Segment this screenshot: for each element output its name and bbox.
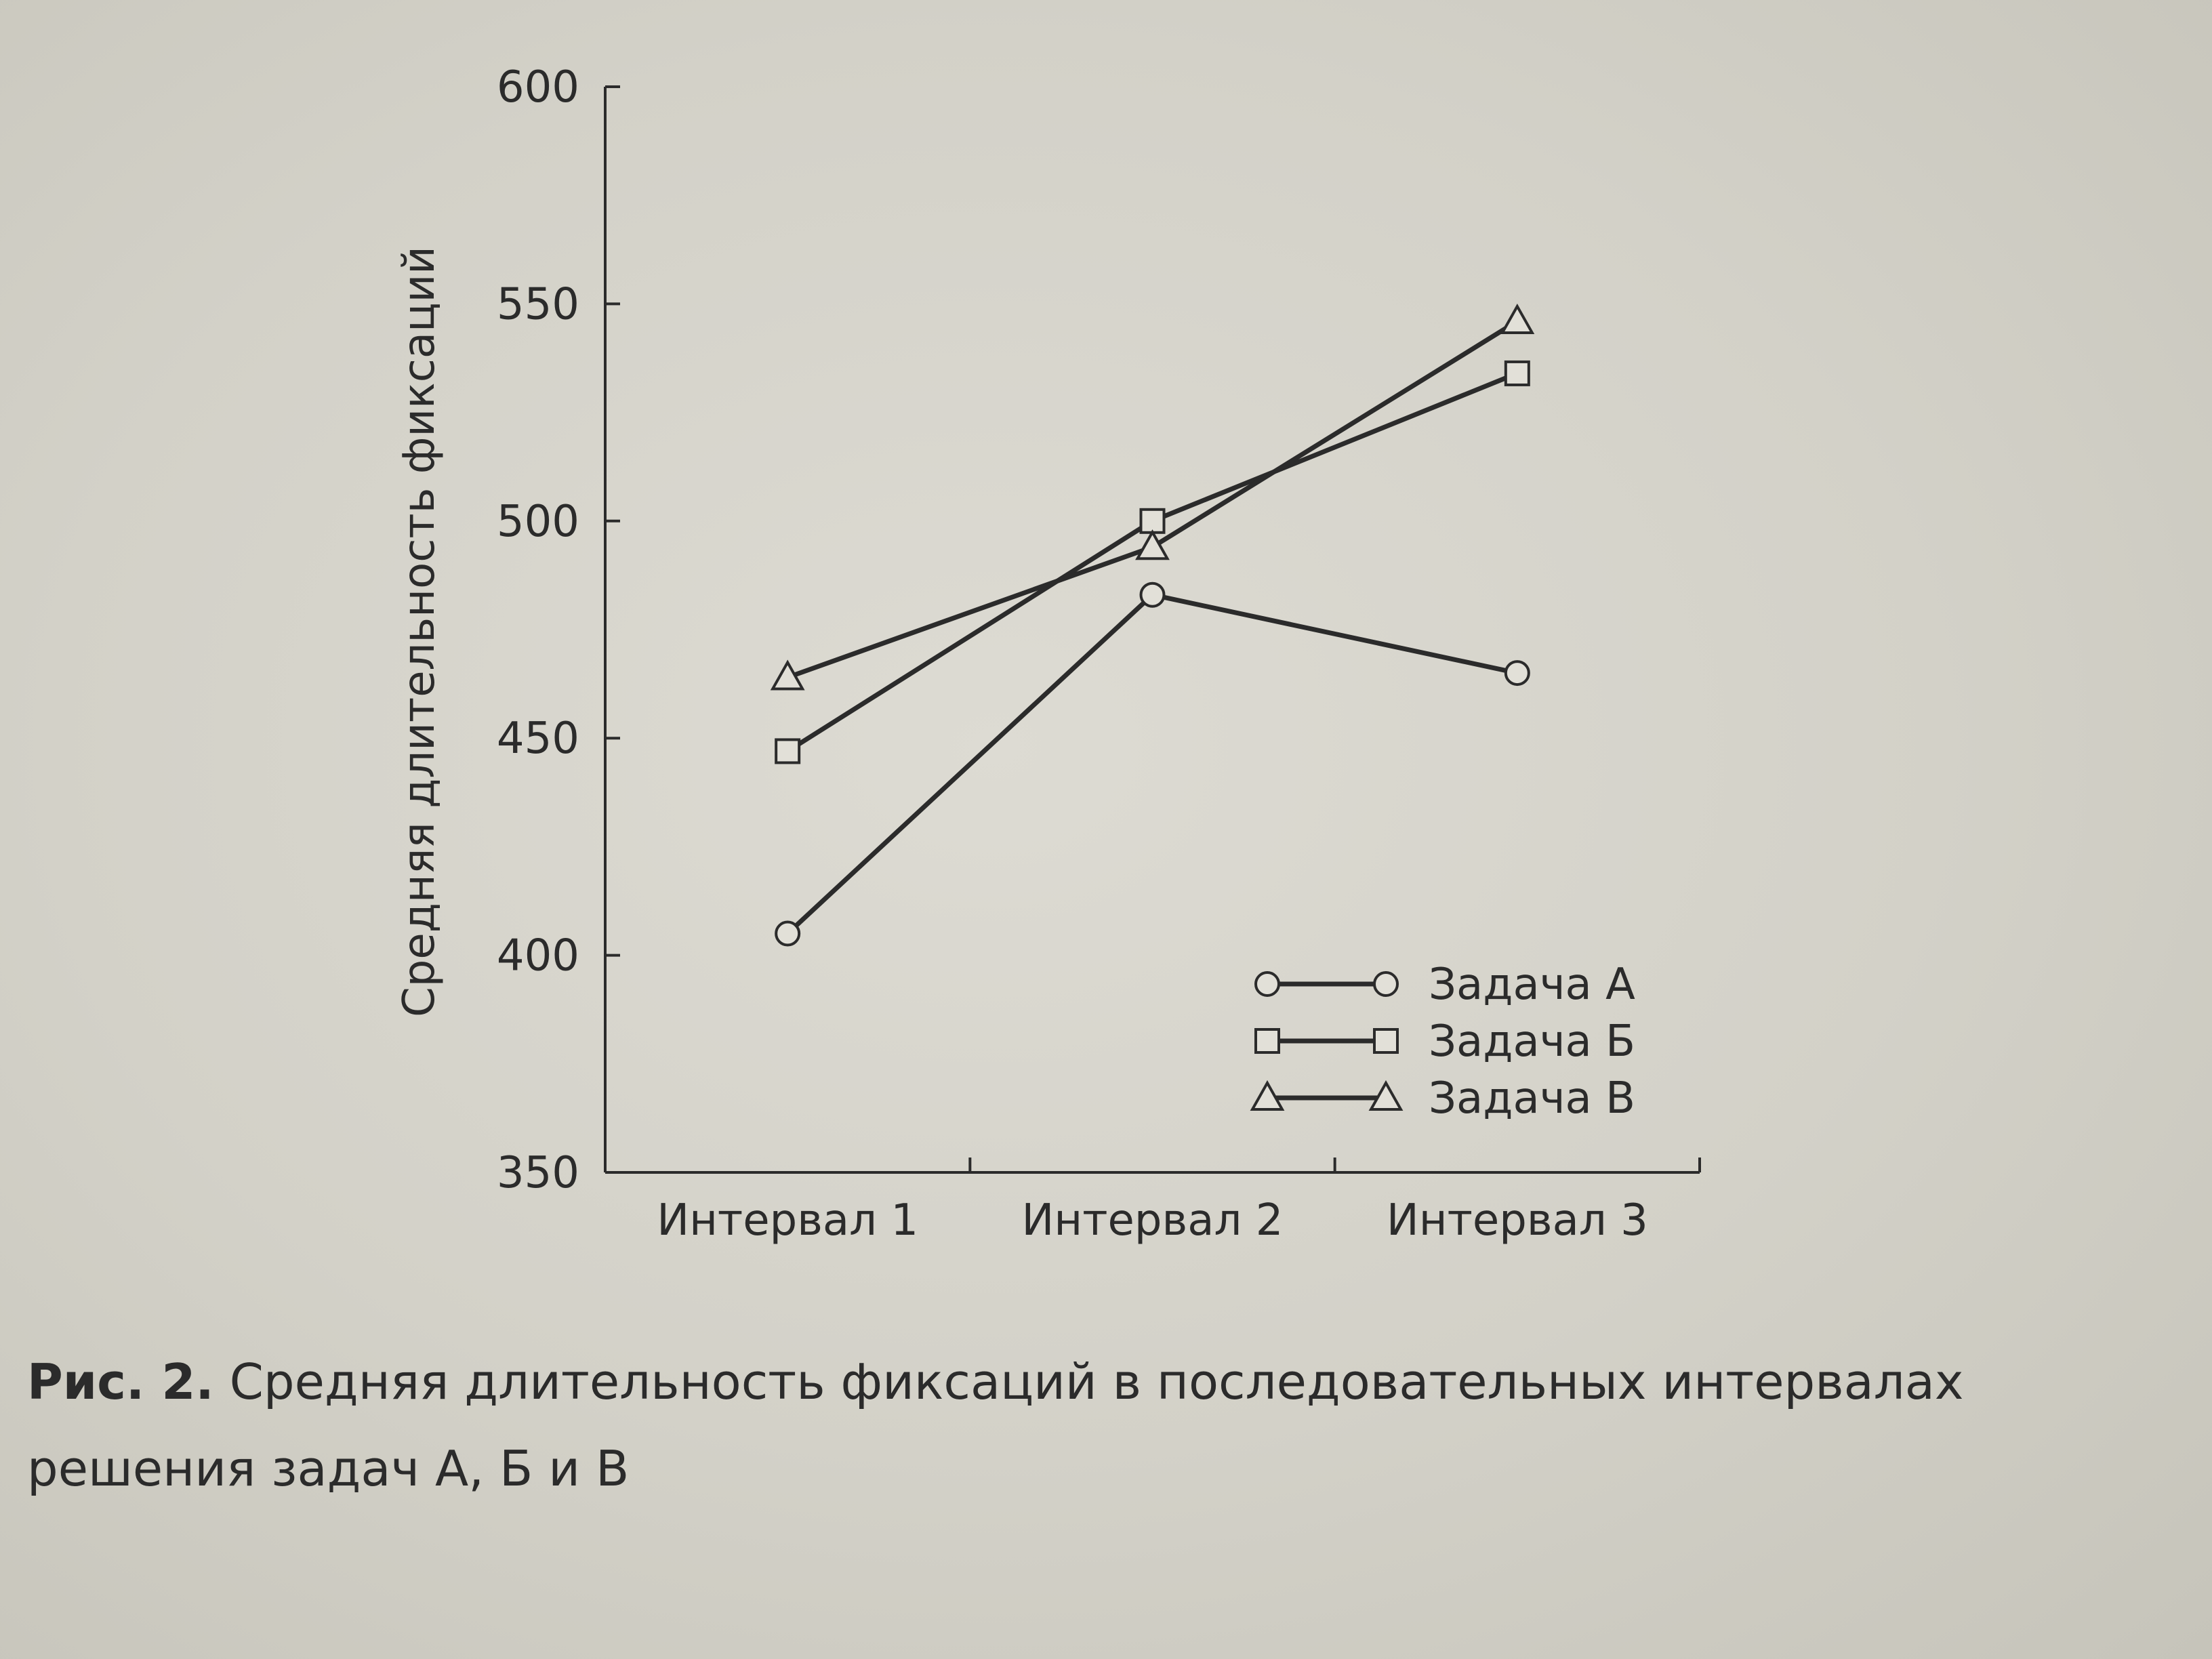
legend-item: Задача В bbox=[1250, 1073, 1635, 1124]
legend-marker bbox=[1250, 1080, 1285, 1111]
legend-marker bbox=[1373, 971, 1399, 997]
series-3 bbox=[770, 303, 1535, 691]
data-point bbox=[775, 920, 801, 947]
legend-marker bbox=[1254, 971, 1280, 997]
data-point bbox=[1135, 529, 1170, 560]
data-point bbox=[1504, 660, 1530, 687]
x-tick-label: Интервал 3 bbox=[1387, 1195, 1648, 1246]
y-tick-label: 400 bbox=[497, 931, 579, 981]
series-line bbox=[786, 319, 1519, 680]
data-point bbox=[1504, 360, 1530, 386]
x-axis-ticks: Интервал 1 Интервал 2 Интервал 3 bbox=[657, 1158, 1701, 1246]
legend-item: Задача Б bbox=[1254, 1017, 1635, 1067]
y-axis-ticks: 350 400 450 500 550 600 bbox=[497, 62, 620, 1198]
data-point bbox=[1139, 581, 1166, 608]
y-axis-label: Средняя длительность фиксаций bbox=[394, 246, 445, 1017]
caption-text: Средняя длительность фиксаций в последов… bbox=[27, 1353, 1964, 1497]
series-1 bbox=[775, 581, 1530, 947]
chart-series bbox=[770, 303, 1535, 947]
series-line bbox=[786, 371, 1519, 754]
legend-label: Задача А bbox=[1429, 960, 1635, 1010]
legend-label: Задача Б bbox=[1429, 1017, 1635, 1067]
data-point bbox=[770, 659, 805, 691]
legend-marker bbox=[1368, 1080, 1404, 1111]
series-line bbox=[785, 592, 1518, 936]
y-tick-label: 350 bbox=[497, 1148, 579, 1198]
caption-label: Рис. 2. bbox=[27, 1353, 214, 1410]
chart-axes bbox=[604, 87, 1700, 1174]
y-tick-label: 450 bbox=[497, 714, 579, 764]
x-tick-label: Интервал 2 bbox=[1022, 1195, 1284, 1246]
y-tick-label: 500 bbox=[497, 497, 579, 547]
data-point bbox=[775, 738, 801, 764]
y-tick-label: 600 bbox=[497, 62, 579, 112]
x-tick-label: Интервал 1 bbox=[657, 1195, 918, 1246]
legend-marker bbox=[1373, 1028, 1399, 1054]
data-point bbox=[1139, 508, 1166, 534]
legend-label: Задача В bbox=[1429, 1073, 1635, 1124]
figure-caption: Рис. 2. Средняя длительность фиксаций в … bbox=[27, 1338, 2162, 1512]
chart-legend: Задача А Задача Б Задача В bbox=[1250, 960, 1635, 1124]
legend-marker bbox=[1254, 1028, 1280, 1054]
series-2 bbox=[775, 360, 1530, 764]
y-tick-label: 550 bbox=[497, 279, 579, 329]
legend-item: Задача А bbox=[1254, 960, 1635, 1010]
data-point bbox=[1500, 303, 1535, 335]
